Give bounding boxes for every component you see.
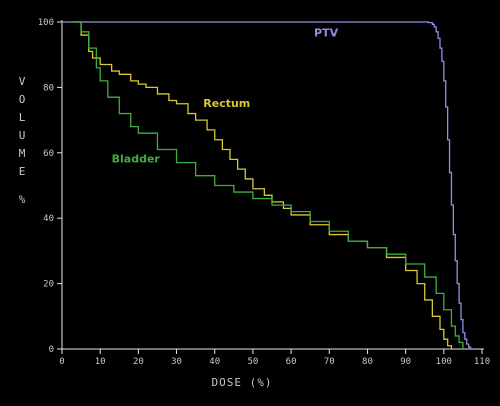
y-tick-label: 40 (43, 214, 54, 224)
x-tick-label: 30 (171, 357, 182, 367)
series-line-bladder (73, 21, 464, 349)
series-layer (62, 21, 472, 349)
y-tick-label: 100 (38, 18, 54, 28)
y-axis-label-letter: V (19, 75, 26, 88)
x-tick-label: 10 (95, 357, 106, 367)
x-tick-label: 20 (133, 357, 144, 367)
y-tick-label: 80 (43, 83, 54, 93)
y-tick-label: 20 (43, 280, 54, 290)
x-tick-label: 0 (59, 357, 64, 367)
x-tick-label: 40 (209, 357, 220, 367)
x-tick-label: 90 (400, 357, 411, 367)
series-label-ptv: PTV (314, 27, 339, 40)
x-tick-label: 110 (474, 357, 490, 367)
series-label-rectum: Rectum (203, 97, 250, 110)
annotation-layer: PTV Rectum Bladder (112, 27, 339, 166)
y-axis-label-letter: M (19, 147, 26, 160)
x-tick-label: 50 (247, 357, 258, 367)
x-tick-label: 60 (286, 357, 297, 367)
y-axis-label-letter: L (19, 111, 26, 124)
y-axis-label-letter: U (19, 129, 26, 142)
x-ticks: 0 10 20 30 40 50 60 70 80 90 100 110 (59, 349, 490, 367)
x-tick-label: 100 (436, 357, 452, 367)
y-axis-label-letter: E (19, 165, 26, 178)
y-tick-label: 0 (49, 345, 54, 355)
y-tick-label: 60 (43, 149, 54, 159)
y-axis-label-letter: O (19, 93, 26, 106)
x-tick-label: 80 (362, 357, 373, 367)
y-ticks: 0 20 40 60 80 100 (38, 18, 62, 355)
series-line-ptv (62, 21, 472, 349)
series-label-bladder: Bladder (112, 153, 161, 166)
axes (61, 20, 484, 350)
y-axis-label-letter: % (19, 193, 26, 206)
x-tick-label: 70 (324, 357, 335, 367)
x-axis-label: DOSE (%) (212, 376, 273, 389)
series-line-rectum (73, 21, 453, 349)
